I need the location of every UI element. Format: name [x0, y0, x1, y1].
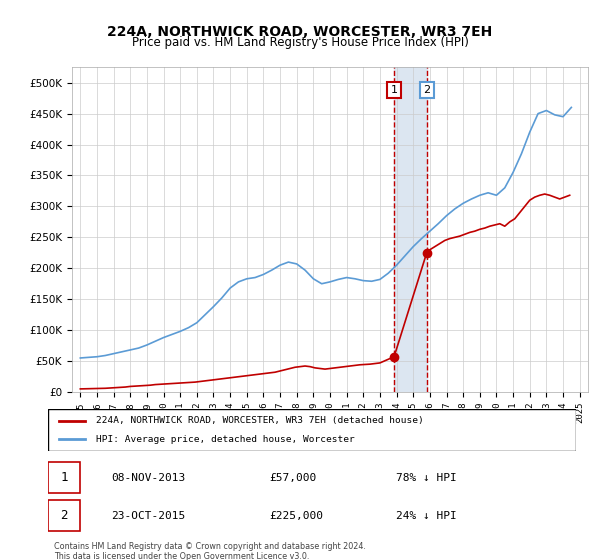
Bar: [394, 67, 427, 392]
FancyBboxPatch shape: [48, 409, 576, 451]
Text: 2: 2: [60, 509, 68, 522]
Text: 08-NOV-2013: 08-NOV-2013: [112, 473, 185, 483]
Text: Price paid vs. HM Land Registry's House Price Index (HPI): Price paid vs. HM Land Registry's House …: [131, 36, 469, 49]
Text: HPI: Average price, detached house, Worcester: HPI: Average price, detached house, Worc…: [95, 435, 354, 444]
FancyBboxPatch shape: [48, 462, 80, 493]
Text: 24% ↓ HPI: 24% ↓ HPI: [397, 511, 457, 521]
FancyBboxPatch shape: [48, 500, 80, 531]
Text: £57,000: £57,000: [270, 473, 317, 483]
Text: 1: 1: [391, 85, 398, 95]
Text: 23-OCT-2015: 23-OCT-2015: [112, 511, 185, 521]
Text: £225,000: £225,000: [270, 511, 324, 521]
Text: 224A, NORTHWICK ROAD, WORCESTER, WR3 7EH (detached house): 224A, NORTHWICK ROAD, WORCESTER, WR3 7EH…: [95, 416, 423, 425]
Text: 1: 1: [60, 471, 68, 484]
Text: 2: 2: [423, 85, 430, 95]
Text: 78% ↓ HPI: 78% ↓ HPI: [397, 473, 457, 483]
Text: Contains HM Land Registry data © Crown copyright and database right 2024.
This d: Contains HM Land Registry data © Crown c…: [54, 542, 366, 560]
Text: 224A, NORTHWICK ROAD, WORCESTER, WR3 7EH: 224A, NORTHWICK ROAD, WORCESTER, WR3 7EH: [107, 25, 493, 39]
